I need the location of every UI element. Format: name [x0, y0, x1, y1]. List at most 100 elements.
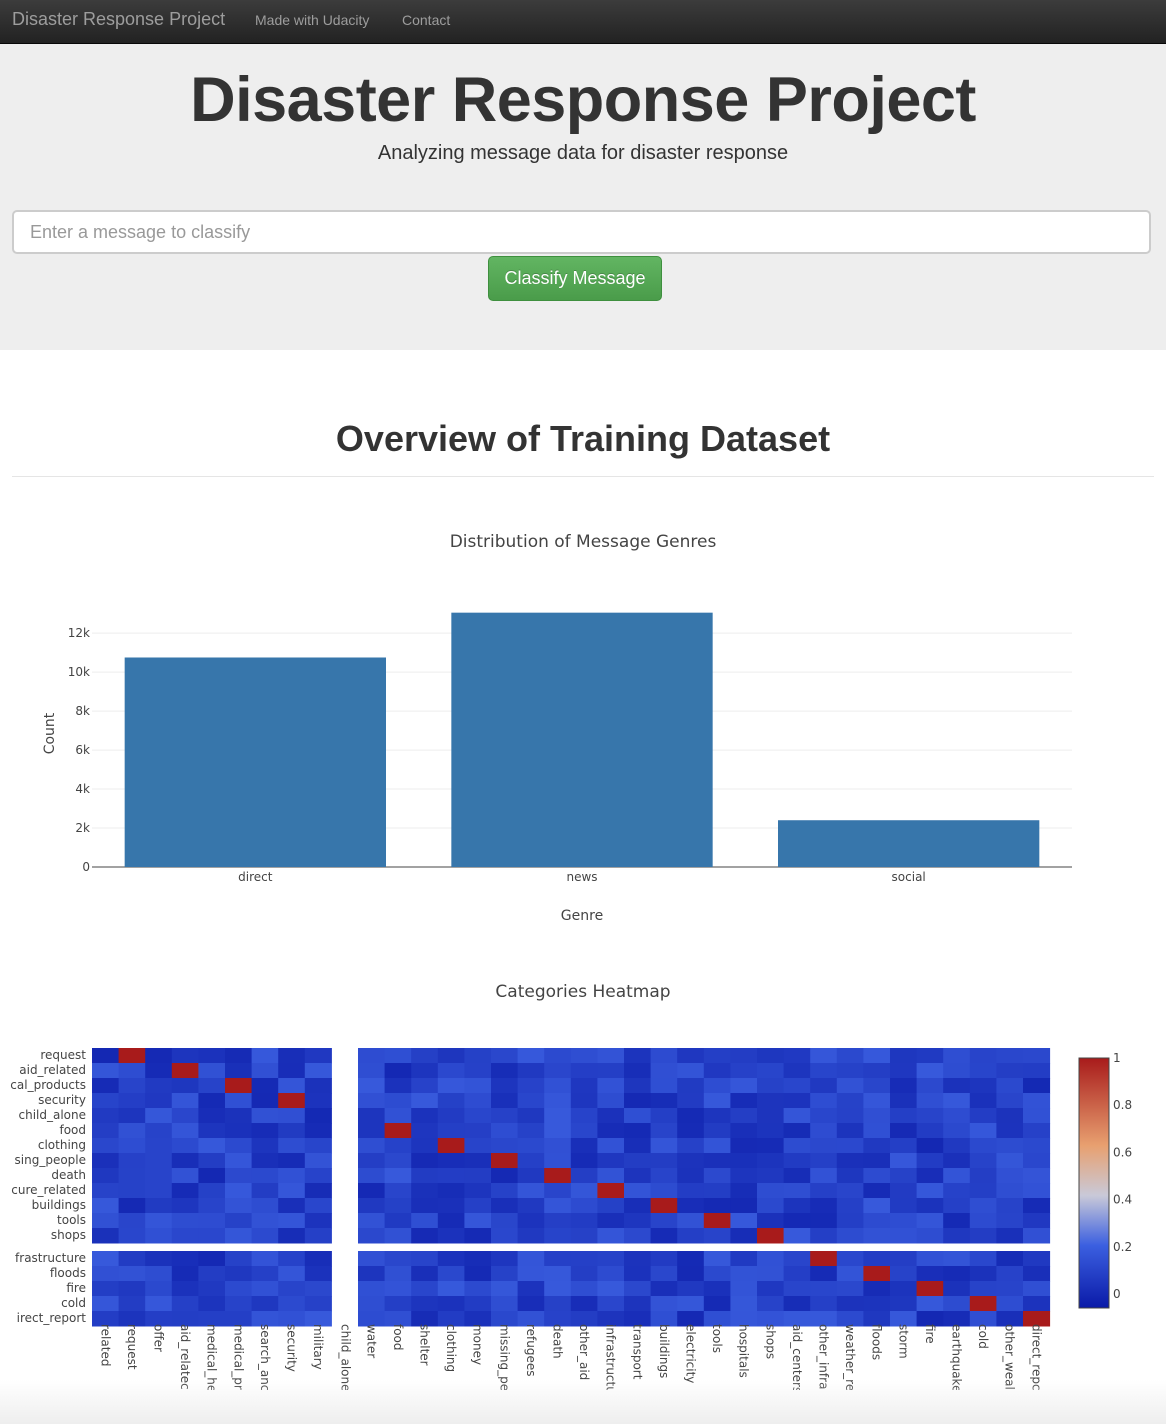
heatmap-cell[interactable]	[145, 1251, 173, 1267]
heatmap-cell[interactable]	[251, 1048, 279, 1064]
heatmap-cell[interactable]	[624, 1198, 652, 1214]
heatmap-cell[interactable]	[783, 1138, 811, 1154]
heatmap-cell[interactable]	[703, 1168, 731, 1184]
heatmap-cell[interactable]	[278, 1168, 306, 1184]
heatmap-cell[interactable]	[251, 1138, 279, 1154]
heatmap-cell[interactable]	[650, 1138, 678, 1154]
heatmap-cell[interactable]	[198, 1281, 226, 1297]
heatmap-cell[interactable]	[943, 1153, 971, 1169]
heatmap-cell[interactable]	[251, 1213, 279, 1229]
heatmap-cell[interactable]	[916, 1123, 944, 1139]
heatmap-cell[interactable]	[570, 1153, 598, 1169]
heatmap-cell[interactable]	[517, 1213, 545, 1229]
heatmap-cell[interactable]	[304, 1123, 332, 1139]
heatmap-cell[interactable]	[251, 1063, 279, 1079]
heatmap-cell[interactable]	[491, 1093, 519, 1109]
heatmap-cell[interactable]	[92, 1108, 120, 1124]
heatmap-cell[interactable]	[916, 1228, 944, 1244]
heatmap-cell[interactable]	[969, 1266, 997, 1282]
heatmap-cell[interactable]	[570, 1251, 598, 1267]
heatmap-cell[interactable]	[517, 1296, 545, 1312]
heatmap-cell[interactable]	[171, 1063, 199, 1079]
heatmap-cell[interactable]	[384, 1296, 412, 1312]
heatmap-cell[interactable]	[384, 1281, 412, 1297]
heatmap-cell[interactable]	[544, 1168, 572, 1184]
heatmap-cell[interactable]	[943, 1281, 971, 1297]
heatmap-cell[interactable]	[570, 1266, 598, 1282]
heatmap-cell[interactable]	[836, 1138, 864, 1154]
heatmap-cell[interactable]	[517, 1078, 545, 1094]
heatmap-cell[interactable]	[996, 1198, 1024, 1214]
heatmap-cell[interactable]	[304, 1048, 332, 1064]
heatmap-cell[interactable]	[358, 1251, 386, 1267]
heatmap-cell[interactable]	[251, 1198, 279, 1214]
bar-news[interactable]	[451, 612, 713, 867]
heatmap-cell[interactable]	[517, 1063, 545, 1079]
heatmap-cell[interactable]	[836, 1168, 864, 1184]
heatmap-cell[interactable]	[943, 1198, 971, 1214]
heatmap-cell[interactable]	[1023, 1296, 1051, 1312]
heatmap-cell[interactable]	[677, 1168, 705, 1184]
heatmap-cell[interactable]	[677, 1153, 705, 1169]
heatmap-cell[interactable]	[757, 1123, 785, 1139]
heatmap-cell[interactable]	[491, 1138, 519, 1154]
heatmap-cell[interactable]	[996, 1296, 1024, 1312]
heatmap-cell[interactable]	[650, 1228, 678, 1244]
heatmap-cell[interactable]	[491, 1251, 519, 1267]
heatmap-cell[interactable]	[703, 1123, 731, 1139]
heatmap-cell[interactable]	[810, 1168, 838, 1184]
heatmap-cell[interactable]	[491, 1198, 519, 1214]
heatmap-cell[interactable]	[1023, 1281, 1051, 1297]
heatmap-cell[interactable]	[171, 1108, 199, 1124]
heatmap-cell[interactable]	[1023, 1228, 1051, 1244]
heatmap-cell[interactable]	[783, 1123, 811, 1139]
heatmap-cell[interactable]	[464, 1296, 492, 1312]
heatmap-cell[interactable]	[624, 1281, 652, 1297]
heatmap-cell[interactable]	[464, 1063, 492, 1079]
heatmap-cell[interactable]	[92, 1183, 120, 1199]
heatmap-cell[interactable]	[943, 1138, 971, 1154]
heatmap-cell[interactable]	[730, 1123, 758, 1139]
heatmap-cell[interactable]	[225, 1198, 253, 1214]
heatmap-cell[interactable]	[890, 1048, 918, 1064]
heatmap-cell[interactable]	[198, 1266, 226, 1282]
heatmap-cell[interactable]	[969, 1311, 997, 1327]
heatmap-cell[interactable]	[810, 1048, 838, 1064]
heatmap-cell[interactable]	[491, 1213, 519, 1229]
heatmap-cell[interactable]	[118, 1213, 146, 1229]
heatmap-cell[interactable]	[304, 1311, 332, 1327]
heatmap-cell[interactable]	[225, 1138, 253, 1154]
heatmap-cell[interactable]	[225, 1048, 253, 1064]
heatmap-cell[interactable]	[251, 1281, 279, 1297]
heatmap-cell[interactable]	[890, 1063, 918, 1079]
heatmap-cell[interactable]	[198, 1228, 226, 1244]
heatmap-cell[interactable]	[677, 1266, 705, 1282]
heatmap-cell[interactable]	[890, 1078, 918, 1094]
heatmap-cell[interactable]	[278, 1123, 306, 1139]
heatmap-cell[interactable]	[783, 1063, 811, 1079]
heatmap-cell[interactable]	[171, 1281, 199, 1297]
heatmap-cell[interactable]	[304, 1063, 332, 1079]
heatmap-cell[interactable]	[464, 1078, 492, 1094]
heatmap-cell[interactable]	[863, 1138, 891, 1154]
heatmap-cell[interactable]	[996, 1078, 1024, 1094]
heatmap-cell[interactable]	[145, 1266, 173, 1282]
heatmap-cell[interactable]	[703, 1138, 731, 1154]
heatmap-cell[interactable]	[517, 1311, 545, 1327]
heatmap-cell[interactable]	[384, 1311, 412, 1327]
heatmap-cell[interactable]	[225, 1093, 253, 1109]
heatmap-cell[interactable]	[251, 1296, 279, 1312]
heatmap-cell[interactable]	[757, 1153, 785, 1169]
heatmap-cell[interactable]	[730, 1213, 758, 1229]
heatmap-cell[interactable]	[703, 1108, 731, 1124]
heatmap-cell[interactable]	[171, 1048, 199, 1064]
heatmap-cell[interactable]	[225, 1213, 253, 1229]
heatmap-cell[interactable]	[730, 1311, 758, 1327]
heatmap-cell[interactable]	[810, 1198, 838, 1214]
heatmap-cell[interactable]	[677, 1296, 705, 1312]
heatmap-cell[interactable]	[384, 1183, 412, 1199]
heatmap-cell[interactable]	[251, 1078, 279, 1094]
heatmap-cell[interactable]	[411, 1078, 439, 1094]
heatmap-cell[interactable]	[597, 1168, 625, 1184]
heatmap-cell[interactable]	[145, 1123, 173, 1139]
